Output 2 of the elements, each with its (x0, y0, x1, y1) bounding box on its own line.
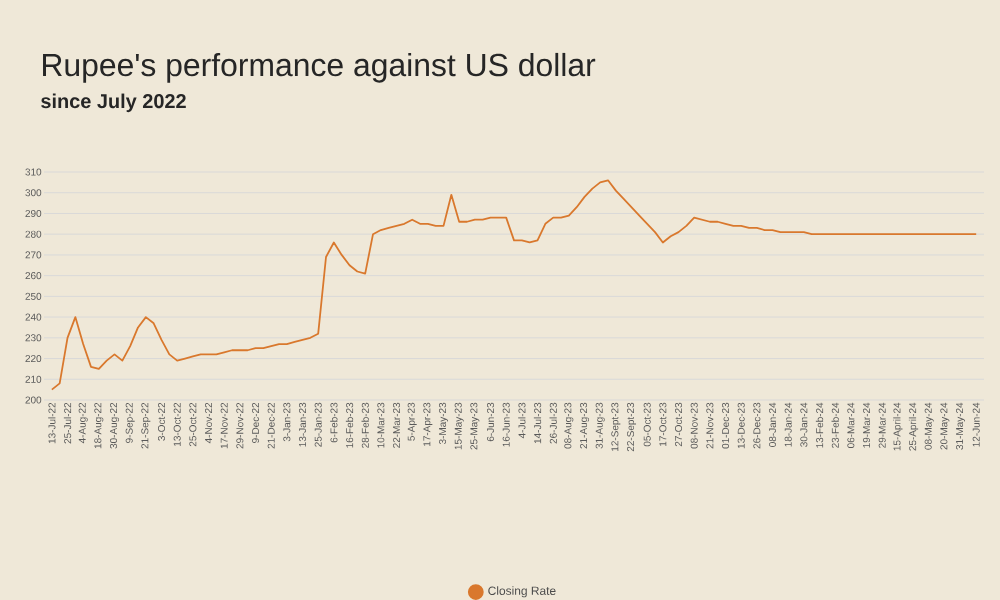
chart-subtitle: since July 2022 (41, 93, 186, 113)
chart-title: Rupee's performance against US dollar (43, 52, 596, 83)
